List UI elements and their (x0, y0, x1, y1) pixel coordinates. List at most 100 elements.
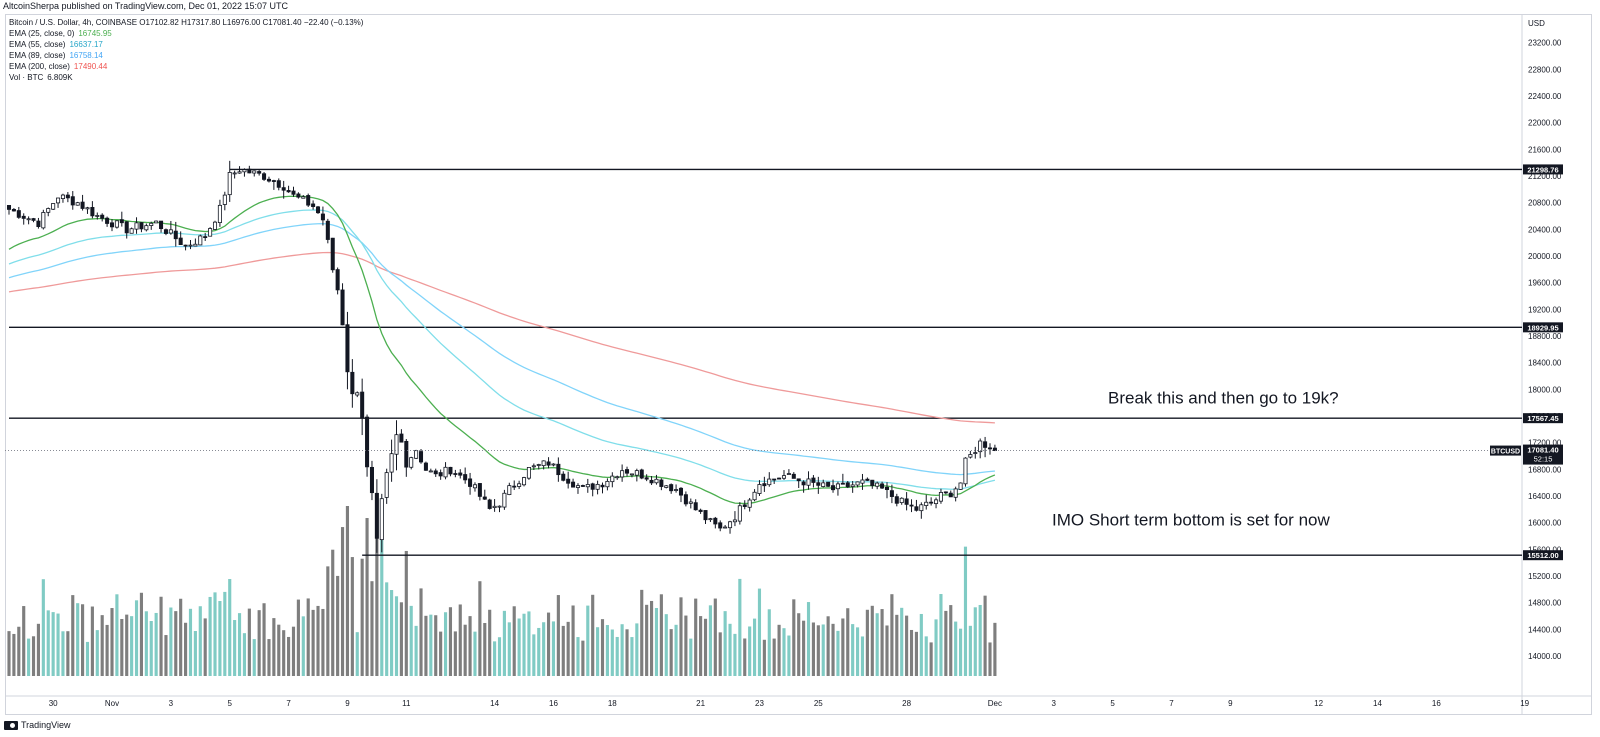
candle-body (124, 221, 129, 234)
volume-bar (144, 611, 148, 676)
publisher-line: AltcoinSherpa published on TradingView.c… (3, 1, 289, 11)
candle-body (311, 203, 316, 207)
volume-bar (664, 614, 668, 676)
candle-body (507, 485, 512, 495)
candle-body (909, 504, 914, 507)
candle-body (512, 485, 517, 488)
volume-bar (316, 605, 320, 676)
x-tick-label: 14 (490, 699, 499, 708)
x-tick-label: 21 (696, 699, 705, 708)
candle-body (850, 484, 855, 487)
candle-body (56, 197, 61, 204)
volume-bar (851, 624, 855, 676)
y-tick-label: 23200.00 (1528, 39, 1562, 48)
candle-body (880, 483, 885, 489)
volume-bar (689, 638, 693, 676)
candle-body (620, 470, 625, 478)
x-tick-label: 3 (1052, 699, 1057, 708)
volume-bar (242, 633, 247, 676)
candle-body (173, 230, 178, 240)
volume-bar (802, 620, 806, 676)
volume-bar (605, 625, 609, 676)
volume-bar (61, 631, 65, 676)
candle-body (252, 170, 257, 174)
candle-body (26, 218, 31, 221)
volume-bar (782, 628, 786, 676)
volume-bar (27, 638, 31, 676)
volume-bar (282, 630, 286, 676)
candle-body (953, 488, 958, 498)
candle-body (958, 482, 963, 490)
volume-bar (115, 594, 119, 676)
y-tick-label: 16800.00 (1528, 465, 1562, 474)
candle-body (728, 521, 733, 529)
candle-body (109, 222, 115, 228)
last-price-label: 17081.40 (1527, 446, 1558, 455)
candle-body (821, 482, 826, 487)
volume-bar (85, 641, 90, 676)
volume-bar (473, 631, 477, 676)
volume-bar (973, 607, 977, 676)
volume-bar (311, 609, 315, 676)
last-price-tag (1523, 444, 1563, 465)
volume-bar (733, 633, 737, 676)
candle-body (826, 481, 831, 487)
y-tick-label: 15200.00 (1528, 572, 1562, 581)
volume-bar (208, 596, 212, 676)
volume-bar (237, 613, 242, 676)
legend-volume-value: 6.809K (47, 73, 73, 82)
x-tick-label: 7 (1169, 699, 1174, 708)
candle-body (732, 519, 737, 523)
candle-body (159, 220, 164, 230)
candle-body (615, 476, 620, 479)
volume-bar (694, 598, 698, 676)
volume-bar (885, 625, 889, 676)
candle-body (835, 483, 840, 490)
volume-bar (527, 611, 531, 676)
annotation-bottom-text: IMO Short term bottom is set for now (1052, 510, 1330, 529)
candle-body (634, 470, 639, 476)
candle-body (188, 244, 193, 247)
volume-bar (105, 624, 109, 676)
volume-bar (895, 614, 899, 676)
volume-bar (699, 616, 703, 676)
candle-body (781, 475, 787, 479)
volume-bar (213, 592, 217, 676)
candle-body (865, 478, 870, 481)
candle-body (350, 371, 355, 395)
volume-bar (424, 615, 428, 676)
candle-body (438, 472, 443, 477)
volume-bar (404, 550, 408, 676)
footer: TradingView (4, 720, 71, 730)
volume-bar (257, 610, 261, 676)
volume-bar (610, 629, 614, 676)
candle-body (914, 506, 919, 511)
volume-bar (468, 616, 472, 676)
candle-body (291, 190, 296, 195)
volume-bar (174, 611, 178, 676)
candle-body (855, 481, 860, 486)
candle-body (409, 457, 414, 468)
candle-body (546, 461, 551, 466)
candle-body (217, 204, 222, 224)
volume-bar (365, 518, 369, 676)
candle-body (968, 454, 973, 458)
candle-body (757, 484, 762, 494)
volume-bar (355, 632, 359, 676)
volume-bar (546, 612, 551, 676)
volume-bar (345, 506, 350, 676)
candle-body (693, 502, 698, 511)
volume-bar (458, 604, 462, 676)
volume-bar (831, 623, 835, 676)
volume-bar (134, 600, 139, 676)
level-price-label: 17567.45 (1527, 414, 1558, 423)
candle-body (458, 472, 463, 476)
volume-bar (934, 619, 938, 676)
volume-bar (154, 612, 158, 676)
volume-bar (718, 632, 722, 676)
volume-bar (988, 642, 992, 676)
volume-bar (493, 641, 497, 676)
volume-bar (806, 602, 811, 676)
volume-bar (76, 603, 80, 676)
